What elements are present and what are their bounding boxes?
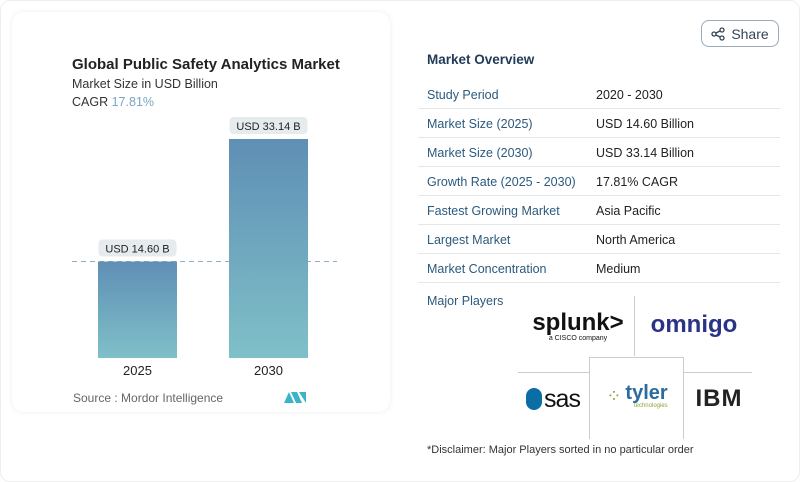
data-label: USD 33.14 B [236, 121, 300, 133]
chart-card [12, 12, 390, 412]
overview-row: Growth Rate (2025 - 2030) 17.81% CAGR [418, 167, 780, 196]
row-label: Market Size (2030) [427, 146, 533, 160]
cagr-label: CAGR [72, 95, 109, 109]
chart-title: Global Public Safety Analytics Market [72, 56, 340, 73]
overview-row: Market Size (2030) USD 33.14 Billion [418, 138, 780, 167]
row-value: 2020 - 2030 [596, 88, 663, 102]
overview-title: Market Overview [427, 52, 535, 67]
row-value: USD 33.14 Billion [596, 146, 694, 160]
row-value: Medium [596, 262, 641, 276]
bar-2030 [229, 139, 308, 358]
omnigo-logo: omnigo [650, 311, 738, 338]
overview-row: Fastest Growing Market Asia Pacific [418, 196, 780, 225]
bar-chart: USD 14.60 B 2025 USD 33.14 B 2030 [72, 117, 337, 378]
row-label: Study Period [427, 88, 499, 102]
chart-subtitle: Market Size in USD Billion [72, 77, 218, 91]
row-label: Market Concentration [427, 262, 547, 276]
row-label: Market Size (2025) [427, 117, 533, 131]
x-tick-label: 2030 [254, 363, 283, 378]
share-button[interactable]: Share [701, 20, 779, 47]
row-label: Fastest Growing Market [427, 204, 560, 218]
share-label: Share [731, 25, 769, 42]
data-label-bg [229, 117, 308, 134]
bar-2025 [98, 261, 177, 358]
row-label: Growth Rate (2025 - 2030) [427, 175, 576, 189]
row-value: North America [596, 233, 676, 247]
overview-row: Market Size (2025) USD 14.60 Billion [418, 109, 780, 138]
tyler-logo: ⁘ tyler technologies [606, 382, 668, 409]
data-label-bg [98, 239, 177, 257]
row-value: Asia Pacific [596, 204, 661, 218]
x-tick-label: 2025 [123, 363, 152, 378]
share-icon [711, 26, 725, 41]
cagr: CAGR 17.81% [72, 95, 154, 109]
row-value: USD 14.60 Billion [596, 117, 694, 131]
overview-row: Market Concentration Medium [418, 254, 780, 283]
major-players-label: Major Players [427, 294, 504, 308]
source-label: Source : Mordor Intelligence [73, 391, 224, 405]
data-label: USD 14.60 B [105, 244, 169, 256]
ibm-logo: IBM [686, 380, 752, 418]
disclaimer: *Disclaimer: Major Players sorted in no … [427, 444, 694, 456]
overview-row: Study Period 2020 - 2030 [418, 80, 780, 109]
splunk-logo: splunk> a CISCO company [532, 308, 624, 342]
sas-logo: sas [518, 378, 588, 420]
row-value: 17.81% CAGR [596, 175, 678, 189]
overview-row: Largest Market North America [418, 225, 780, 254]
cagr-value: 17.81% [111, 95, 155, 109]
row-label: Largest Market [427, 233, 511, 247]
